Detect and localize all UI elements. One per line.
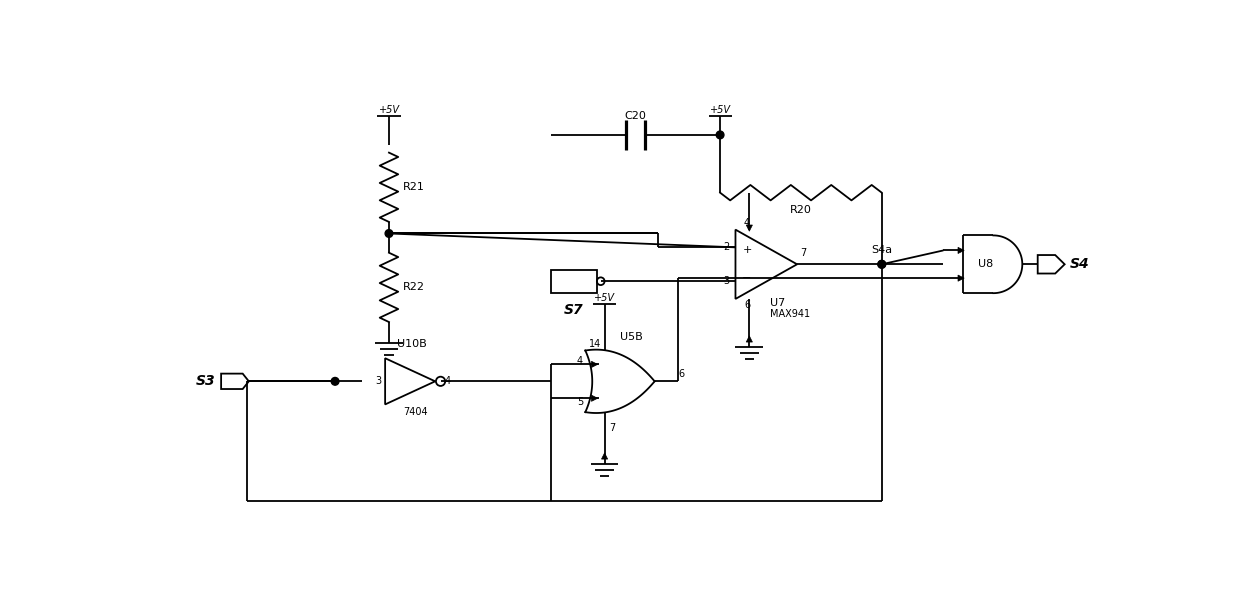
Text: 7: 7 <box>800 247 807 258</box>
Polygon shape <box>958 275 964 281</box>
Polygon shape <box>746 336 752 342</box>
Text: U7: U7 <box>771 298 786 308</box>
Text: 4: 4 <box>743 219 750 229</box>
Text: MAX941: MAX941 <box>771 309 810 320</box>
Text: +5V: +5V <box>593 293 615 303</box>
Text: 3: 3 <box>375 376 382 386</box>
Text: S4a: S4a <box>871 246 892 255</box>
Text: S4: S4 <box>1070 257 1090 271</box>
Circle shape <box>878 260 886 268</box>
Bar <box>550 269 597 293</box>
Polygon shape <box>591 361 597 367</box>
Text: U5B: U5B <box>621 332 643 342</box>
Text: 7: 7 <box>610 423 616 433</box>
Text: S3: S3 <box>196 375 216 389</box>
Text: 2: 2 <box>724 243 730 252</box>
Circle shape <box>878 260 886 268</box>
Text: 6: 6 <box>743 300 750 310</box>
Polygon shape <box>601 453 607 459</box>
Text: R20: R20 <box>790 205 812 214</box>
Text: −: − <box>742 273 752 283</box>
Polygon shape <box>958 247 964 254</box>
Text: 7404: 7404 <box>404 407 429 417</box>
Text: 5: 5 <box>577 397 584 407</box>
Text: +5V: +5V <box>710 104 731 114</box>
Text: U8: U8 <box>978 259 994 269</box>
Polygon shape <box>591 395 597 401</box>
Text: +: + <box>742 246 752 255</box>
Text: 4: 4 <box>445 376 451 386</box>
Text: R21: R21 <box>403 182 425 192</box>
Text: S7: S7 <box>564 304 584 318</box>
Text: 14: 14 <box>589 339 601 349</box>
Text: 4: 4 <box>577 356 584 365</box>
Polygon shape <box>746 225 752 231</box>
Circle shape <box>716 131 724 139</box>
Text: C20: C20 <box>624 111 647 120</box>
Text: U10B: U10B <box>398 339 427 349</box>
Circle shape <box>385 230 393 237</box>
Text: 6: 6 <box>679 368 685 379</box>
Circle shape <box>331 378 339 385</box>
Text: +5V: +5V <box>378 104 399 114</box>
Text: R22: R22 <box>403 282 425 293</box>
Text: 3: 3 <box>724 276 730 286</box>
